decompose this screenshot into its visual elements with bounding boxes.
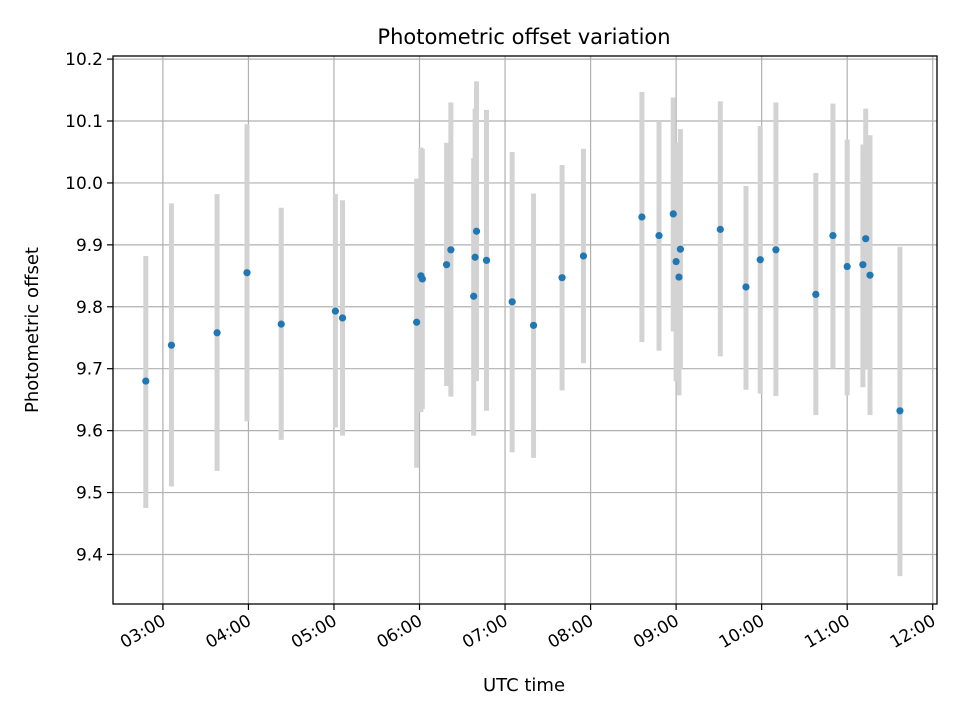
data-point — [331, 307, 339, 315]
y-axis-label: Photometric offset — [22, 247, 43, 413]
data-point — [338, 314, 347, 322]
data-point — [812, 290, 820, 298]
data-point — [213, 329, 221, 337]
data-point — [756, 256, 764, 264]
data-point — [508, 298, 516, 306]
data-point — [558, 274, 566, 282]
data-point — [413, 318, 421, 326]
y-tick-label: 10.0 — [65, 174, 103, 194]
y-tick-label: 9.8 — [76, 298, 103, 318]
data-point — [655, 231, 663, 240]
data-point — [277, 320, 285, 328]
data-point — [442, 261, 451, 269]
data-point — [866, 271, 874, 279]
y-tick-label: 9.7 — [76, 360, 103, 380]
y-tick-label: 10.2 — [65, 50, 103, 70]
data-point — [470, 292, 478, 300]
data-point — [859, 261, 867, 269]
y-axis: 9.4 9.5 9.6 9.7 9.8 9.9 10.0 10.1 10.2 — [65, 50, 113, 565]
data-point — [862, 235, 870, 243]
data-point — [843, 262, 851, 271]
data-point — [482, 256, 491, 264]
data-point — [579, 252, 588, 260]
data-point — [167, 341, 176, 349]
chart-title: Photometric offset variation — [377, 25, 670, 49]
plot-area-frame — [112, 55, 938, 605]
data-point — [142, 377, 150, 385]
data-point — [675, 273, 683, 281]
data-point — [772, 246, 780, 254]
data-point — [638, 213, 646, 221]
data-point — [669, 210, 677, 218]
data-point — [471, 253, 479, 261]
y-tick-label: 9.6 — [76, 422, 103, 442]
y-tick-label: 9.4 — [76, 545, 103, 565]
data-point — [896, 407, 904, 415]
data-point — [447, 246, 455, 254]
data-point — [243, 269, 251, 277]
y-tick-label: 9.9 — [76, 236, 103, 256]
data-point — [472, 227, 481, 235]
data-point — [418, 275, 426, 283]
data-point — [742, 283, 750, 291]
data-point — [529, 321, 538, 329]
y-tick-label: 10.1 — [65, 112, 103, 132]
y-tick-label: 9.5 — [76, 484, 103, 504]
data-point — [829, 231, 837, 240]
x-axis-label: UTC time — [483, 675, 565, 696]
data-point — [716, 225, 724, 233]
data-point — [676, 245, 684, 253]
data-point — [672, 257, 680, 266]
data-points — [142, 210, 904, 415]
